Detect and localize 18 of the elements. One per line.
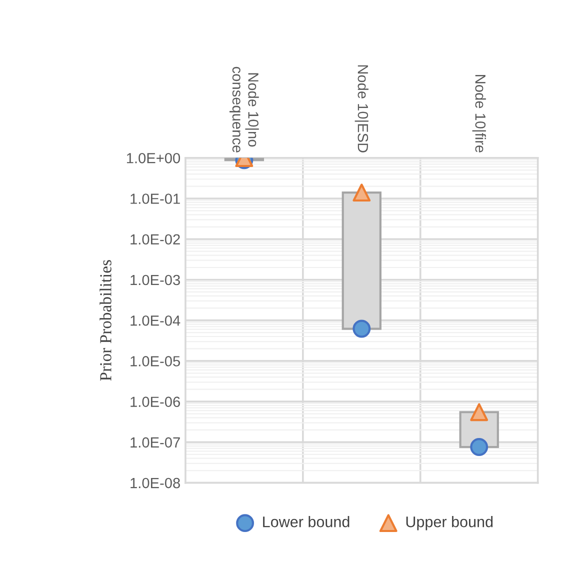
point: [470, 403, 488, 422]
y-axis-title: Prior Probabilities: [100, 260, 112, 381]
legend-label: Lower bound: [263, 516, 350, 528]
legend-label: Upper bound: [406, 516, 493, 530]
y-tick-label: 1.0E-01: [130, 194, 180, 204]
y-tick-label: 1.0E-07: [130, 437, 180, 448]
y-tick-label: 1.0E-06: [130, 396, 180, 407]
y-tick-label: 1.0E-03: [130, 274, 180, 286]
x-tick-label: Node 10|no consequence: [230, 66, 259, 152]
x-tick-label: Node 10|fire: [472, 75, 486, 152]
y-tick-label: 1.0E-05: [130, 356, 180, 366]
y-tick-label: 1.0E-02: [130, 234, 180, 245]
y-tick-label: 1.0E+00: [126, 152, 180, 164]
y-tick-label: 1.0E-04: [130, 315, 180, 326]
y-tick-label: 1.0E-08: [130, 478, 180, 488]
point: [470, 438, 488, 456]
x-tick-label: Node 10|ESD: [354, 65, 368, 152]
point: [352, 320, 371, 338]
